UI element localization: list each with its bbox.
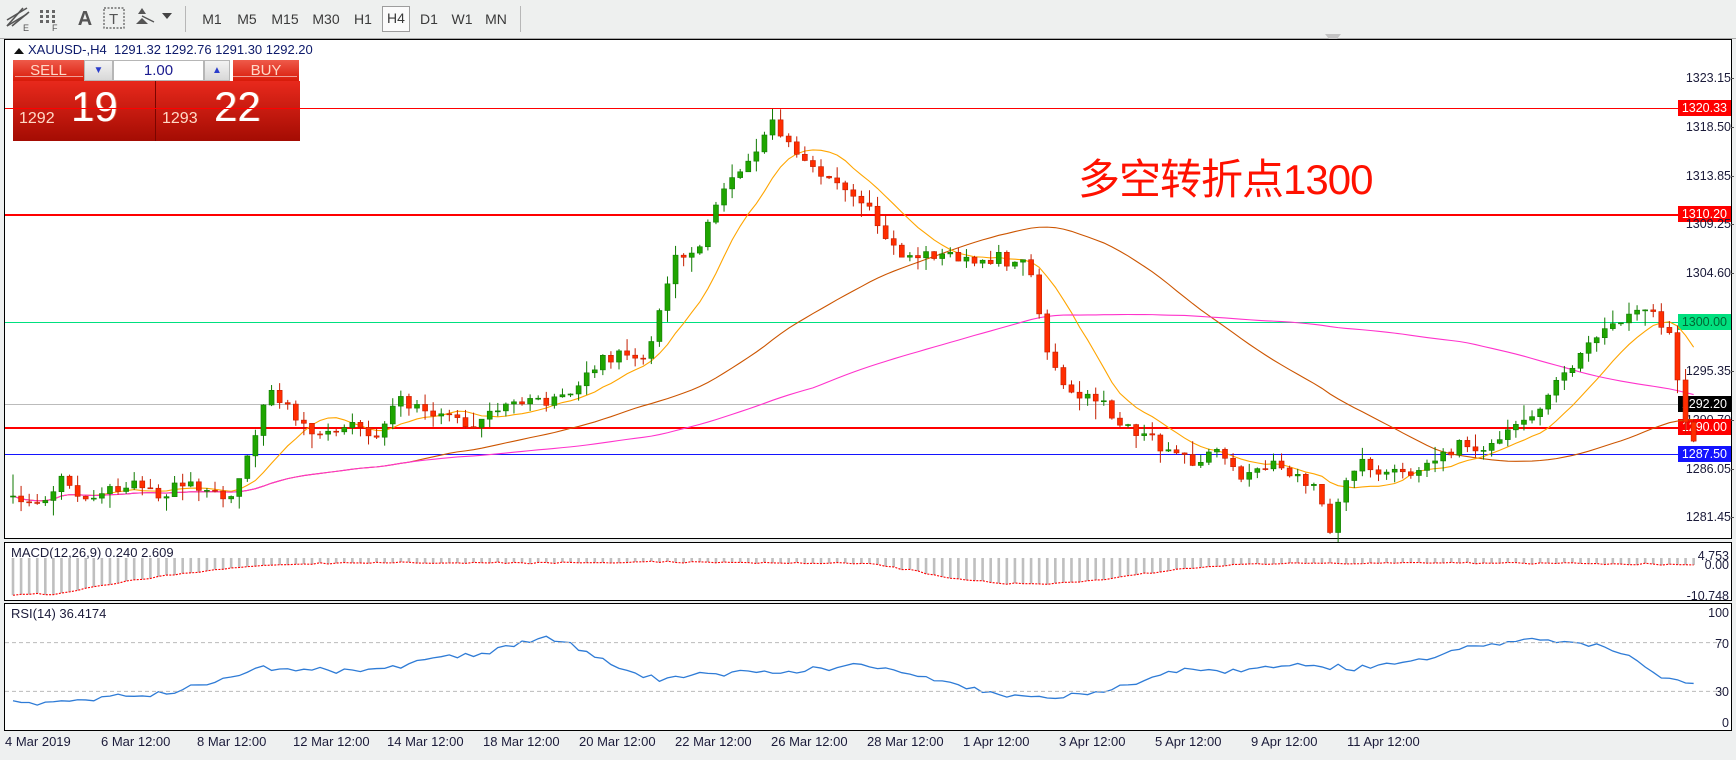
svg-text:T: T <box>109 11 118 28</box>
svg-text:F: F <box>52 23 58 33</box>
svg-text:E: E <box>23 23 29 33</box>
